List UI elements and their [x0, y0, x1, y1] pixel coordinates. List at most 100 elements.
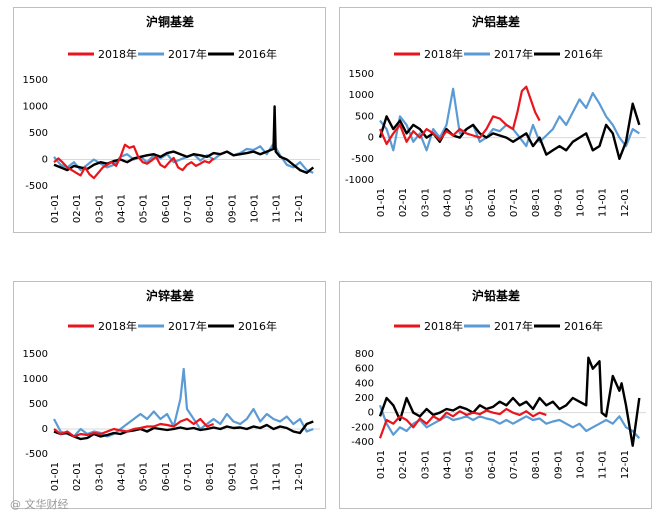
- x-tick-label: 10-01: [250, 462, 261, 491]
- chart-panel-copper: 沪铜基差 2018年 2017年 2016年 -500 0 500 1000 1500 01-01…: [13, 7, 326, 233]
- y-tick-label: 0: [368, 133, 374, 144]
- legend-label: 2017年: [168, 319, 207, 333]
- x-tick-label: 08-01: [205, 462, 216, 491]
- y-tick-label: -500: [25, 181, 48, 192]
- series-line-2017年: [378, 404, 641, 440]
- series-line-2018年: [53, 143, 215, 180]
- series-line-2018年: [378, 85, 541, 146]
- legend-label: 2017年: [494, 319, 533, 333]
- x-tick-label: 05-01: [139, 194, 150, 223]
- legend-label: 2017年: [494, 47, 533, 61]
- x-tick-label: 08-01: [205, 194, 216, 223]
- series-line-2016年: [378, 102, 641, 161]
- x-tick-label: 11-01: [272, 194, 283, 223]
- legend-label: 2017年: [168, 47, 207, 61]
- x-tick-label: 03-01: [420, 188, 431, 217]
- legend-label: 2016年: [564, 319, 603, 333]
- chart-title: 沪铝基差: [472, 14, 520, 29]
- x-tick-label: 02-01: [398, 450, 409, 479]
- y-tick-label: 0: [368, 408, 374, 419]
- series-line-2016年: [53, 105, 315, 175]
- legend-label: 2018年: [98, 47, 137, 61]
- chart-copper-basis: 沪铜基差 2018年 2017年 2016年 -500 0 500 1000 1500 01-01…: [23, 14, 320, 223]
- x-tick-label: 01-01: [376, 188, 387, 217]
- legend-label: 2018年: [424, 319, 463, 333]
- series-line-2016年: [53, 420, 314, 441]
- x-tick-label: 07-01: [509, 450, 520, 479]
- x-tick-label: 12-01: [294, 194, 305, 223]
- x-tick-label: 04-01: [117, 194, 128, 223]
- chart-title: 沪锌基差: [146, 288, 194, 303]
- x-tick-label: 12-01: [620, 450, 631, 479]
- x-tick-label: 01-01: [50, 194, 61, 223]
- legend-label: 2018年: [424, 47, 463, 61]
- x-tick-label: 01-01: [376, 450, 387, 479]
- y-tick-label: 500: [355, 111, 374, 122]
- x-tick-label: 02-01: [72, 194, 83, 223]
- y-tick-label: -1000: [345, 175, 374, 186]
- y-tick-label: -400: [351, 437, 374, 448]
- x-tick-label: 10-01: [576, 450, 587, 479]
- watermark-text: @ 文华财经: [10, 498, 69, 511]
- y-tick-label: 600: [355, 364, 374, 375]
- x-tick-label: 07-01: [509, 188, 520, 217]
- legend-label: 2018年: [98, 319, 137, 333]
- y-tick-label: 1500: [23, 75, 48, 86]
- chart-panel-zinc: 沪锌基差 2018年 2017年 2016年 -500 0 500 1000 1500 01-01…: [13, 281, 326, 509]
- x-tick-label: 08-01: [531, 450, 542, 479]
- x-tick-label: 03-01: [94, 194, 105, 223]
- chart-title: 沪铜基差: [146, 14, 194, 29]
- x-tick-label: 05-01: [465, 188, 476, 217]
- y-tick-label: 1000: [23, 374, 48, 385]
- x-tick-label: 02-01: [72, 462, 83, 491]
- series-line-2017年: [53, 142, 314, 174]
- x-tick-label: 11-01: [598, 450, 609, 479]
- y-tick-label: 1000: [23, 102, 48, 113]
- x-tick-label: 03-01: [94, 462, 105, 491]
- x-tick-label: 09-01: [227, 194, 238, 223]
- series-line-2018年: [53, 417, 214, 438]
- y-tick-label: 1500: [23, 349, 48, 360]
- x-tick-label: 06-01: [161, 194, 172, 223]
- chart-lead-basis: 沪铅基差 2018年 2017年 2016年 -400 -200 0 200 400 600 800…: [351, 288, 646, 479]
- y-tick-label: -500: [351, 154, 374, 165]
- series-line-2017年: [53, 367, 314, 438]
- y-tick-label: 0: [42, 424, 48, 435]
- x-tick-label: 06-01: [487, 450, 498, 479]
- y-tick-label: 500: [29, 128, 48, 139]
- y-tick-label: 500: [29, 399, 48, 410]
- x-tick-label: 11-01: [598, 188, 609, 217]
- y-tick-label: 400: [355, 378, 374, 389]
- x-tick-label: 10-01: [576, 188, 587, 217]
- chart-zinc-basis: 沪锌基差 2018年 2017年 2016年 -500 0 500 1000 1500 01-01…: [23, 288, 320, 491]
- series-line-2016年: [378, 356, 641, 447]
- legend-label: 2016年: [564, 47, 603, 61]
- x-tick-label: 01-01: [50, 462, 61, 491]
- y-tick-label: 1500: [349, 69, 374, 80]
- y-tick-label: -500: [25, 449, 48, 460]
- x-tick-label: 09-01: [553, 450, 564, 479]
- x-tick-label: 06-01: [487, 188, 498, 217]
- x-tick-label: 11-01: [272, 462, 283, 491]
- y-tick-label: 0: [42, 155, 48, 166]
- legend-label: 2016年: [238, 319, 277, 333]
- x-tick-label: 03-01: [420, 450, 431, 479]
- y-tick-label: 1000: [349, 90, 374, 101]
- y-tick-label: 800: [355, 349, 374, 360]
- chart-title: 沪铅基差: [472, 288, 520, 303]
- x-tick-label: 07-01: [183, 462, 194, 491]
- legend-label: 2016年: [238, 47, 277, 61]
- y-tick-label: 200: [355, 393, 374, 404]
- chart-aluminum-basis: 沪铝基差 2018年 2017年 2016年 -1000 -500 0 500 1000 1500…: [345, 14, 646, 217]
- x-tick-label: 09-01: [553, 188, 564, 217]
- x-tick-label: 02-01: [398, 188, 409, 217]
- x-tick-label: 06-01: [161, 462, 172, 491]
- x-tick-label: 05-01: [465, 450, 476, 479]
- x-tick-label: 09-01: [227, 462, 238, 491]
- chart-panel-lead: 沪铅基差 2018年 2017年 2016年 -400 -200 0 200 400 600 800…: [339, 281, 652, 509]
- x-tick-label: 04-01: [117, 462, 128, 491]
- chart-panel-aluminum: 沪铝基差 2018年 2017年 2016年 -1000 -500 0 500 1000 1500…: [339, 7, 652, 233]
- x-tick-label: 10-01: [250, 194, 261, 223]
- y-tick-label: -200: [351, 422, 374, 433]
- x-tick-label: 12-01: [294, 462, 305, 491]
